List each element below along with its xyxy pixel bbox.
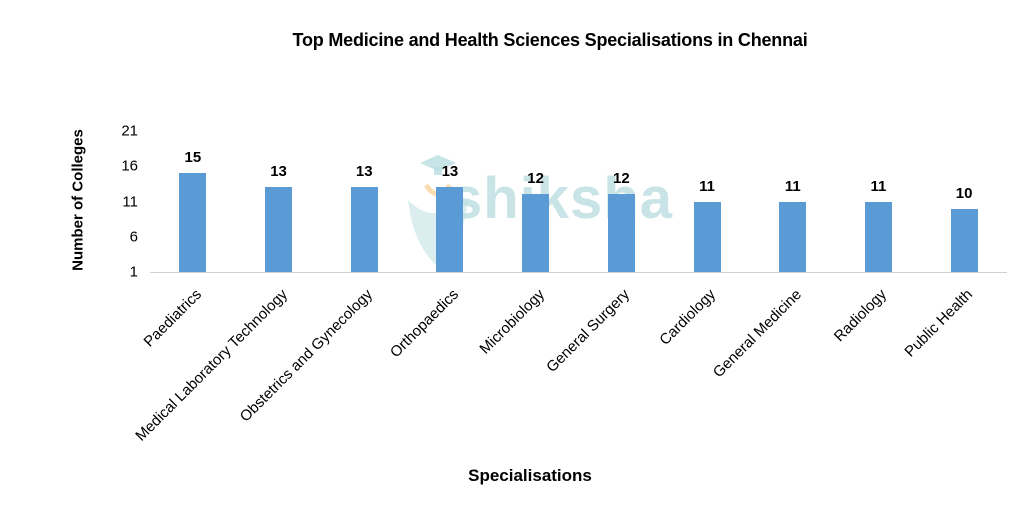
- bar-value-label: 11: [699, 177, 715, 195]
- bar: [179, 173, 207, 272]
- x-tick-label: Public Health: [901, 285, 977, 361]
- bar-value-label: 15: [184, 149, 202, 167]
- bar-value-label: 13: [355, 163, 373, 181]
- y-tick-label: 21: [121, 122, 138, 140]
- bar-value-label: 13: [270, 163, 287, 181]
- bar-value-label: 11: [870, 177, 887, 195]
- x-tick-label: Medical Laboratory Technology: [131, 285, 291, 445]
- bar: [265, 187, 293, 272]
- bar-value-label: 12: [613, 170, 630, 188]
- x-tick-label: Orthopaedics: [386, 285, 462, 362]
- x-axis-line: [150, 272, 1007, 273]
- x-axis-label: Specialisations: [468, 466, 592, 485]
- y-tick-label: 16: [121, 157, 138, 175]
- x-tick-label: General Surgery: [543, 285, 634, 376]
- y-tick-label: 1: [129, 263, 138, 281]
- x-tick-label: Microbiology: [476, 285, 548, 358]
- x-tick-label: Paediatrics: [140, 285, 205, 351]
- chart-title: Top Medicine and Health Sciences Special…: [292, 30, 808, 50]
- y-tick-label: 11: [122, 193, 138, 210]
- bar: [950, 208, 978, 272]
- bar: [693, 201, 721, 272]
- watermark-text: shiksha: [450, 166, 673, 231]
- bar: [864, 201, 892, 272]
- x-tick-label: General Medicine: [709, 285, 805, 382]
- bar: [607, 194, 635, 272]
- bar-value-label: 13: [441, 163, 459, 181]
- bar: [436, 187, 464, 272]
- bar-value-label: 10: [955, 184, 973, 202]
- y-axis-label: Number of Colleges: [69, 129, 87, 271]
- bar-value-label: 12: [527, 170, 544, 188]
- x-tick-label: Radiology: [831, 285, 891, 346]
- bar-value-label: 11: [784, 177, 801, 195]
- x-tick-label: Cardiology: [656, 285, 720, 349]
- y-tick-label: 6: [129, 228, 138, 246]
- bar: [350, 187, 378, 272]
- bar: [522, 194, 550, 272]
- bar: [779, 201, 807, 272]
